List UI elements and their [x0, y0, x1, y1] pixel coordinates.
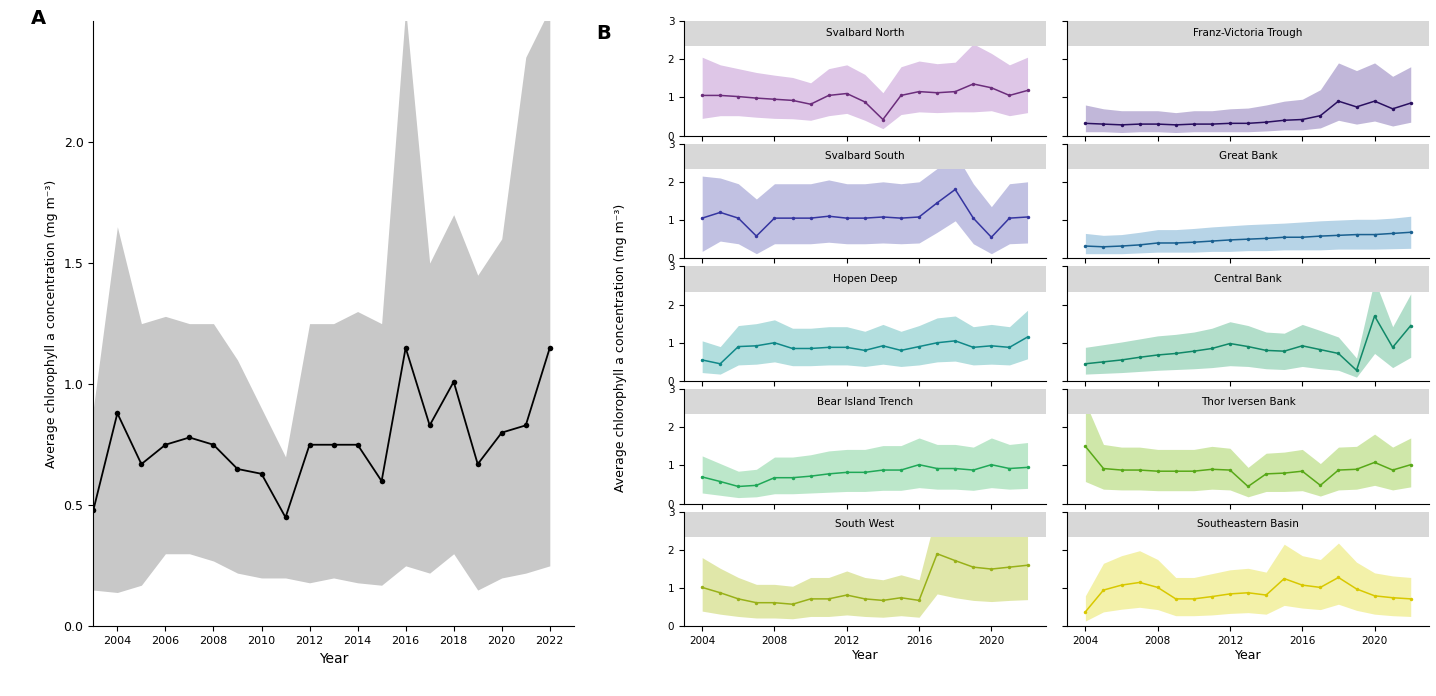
X-axis label: Year: Year [1235, 649, 1261, 662]
Text: Central Bank: Central Bank [1215, 274, 1282, 284]
Text: Hopen Deep: Hopen Deep [833, 274, 898, 284]
Bar [684, 267, 1045, 292]
Bar [1067, 512, 1429, 537]
Text: Svalbard South: Svalbard South [826, 151, 905, 161]
Bar [1067, 267, 1429, 292]
Text: Bear Island Trench: Bear Island Trench [817, 397, 913, 406]
Text: Great Bank: Great Bank [1219, 151, 1278, 161]
Text: Southeastern Basin: Southeastern Basin [1198, 519, 1300, 530]
Text: Franz-Victoria Trough: Franz-Victoria Trough [1193, 29, 1302, 38]
Bar [684, 389, 1045, 414]
Text: South West: South West [836, 519, 895, 530]
Bar [1067, 143, 1429, 169]
Bar [684, 143, 1045, 169]
Text: B: B [596, 24, 610, 43]
Y-axis label: Average chlorophyll a concentration (mg m⁻³): Average chlorophyll a concentration (mg … [45, 180, 57, 468]
Text: Thor Iversen Bank: Thor Iversen Bank [1200, 397, 1295, 406]
Text: Average chlorophyll a concentration (mg m⁻³): Average chlorophyll a concentration (mg … [613, 204, 628, 492]
Bar [1067, 21, 1429, 46]
X-axis label: Year: Year [319, 651, 349, 665]
Bar [684, 21, 1045, 46]
Bar [684, 512, 1045, 537]
Bar [1067, 389, 1429, 414]
X-axis label: Year: Year [852, 649, 879, 662]
Text: A: A [32, 9, 46, 28]
Text: Svalbard North: Svalbard North [826, 29, 905, 38]
